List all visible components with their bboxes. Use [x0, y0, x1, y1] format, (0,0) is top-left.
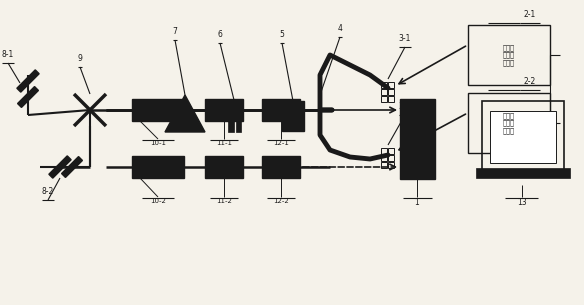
- Bar: [388, 89, 394, 95]
- Bar: [381, 82, 387, 88]
- Bar: [388, 96, 394, 102]
- Bar: [381, 162, 387, 168]
- Polygon shape: [49, 156, 71, 178]
- Bar: [468, 93, 550, 153]
- Text: 10-1: 10-1: [150, 140, 166, 146]
- Text: 7: 7: [172, 27, 178, 36]
- Bar: [381, 155, 387, 161]
- Bar: [132, 99, 184, 121]
- Polygon shape: [165, 95, 205, 132]
- Polygon shape: [61, 156, 82, 178]
- Bar: [282, 101, 304, 131]
- Bar: [482, 101, 564, 171]
- Text: 5: 5: [280, 30, 284, 39]
- Text: 11-2: 11-2: [216, 198, 232, 204]
- Bar: [381, 148, 387, 154]
- Text: 8-1: 8-1: [2, 50, 14, 59]
- Bar: [388, 148, 394, 154]
- Bar: [262, 156, 300, 178]
- Text: 红色激
光二极
管驱动: 红色激 光二极 管驱动: [503, 112, 515, 134]
- Bar: [468, 25, 550, 85]
- Polygon shape: [17, 70, 39, 92]
- Text: 10-2: 10-2: [150, 198, 166, 204]
- Text: 2-2: 2-2: [524, 77, 536, 86]
- Polygon shape: [18, 87, 39, 107]
- Text: 12-1: 12-1: [273, 140, 289, 146]
- Text: 3-1: 3-1: [399, 34, 411, 43]
- Text: 13: 13: [517, 198, 527, 207]
- Text: 3-2: 3-2: [399, 102, 411, 111]
- Bar: [381, 89, 387, 95]
- Bar: [388, 162, 394, 168]
- Text: 12-2: 12-2: [273, 198, 289, 204]
- Bar: [228, 102, 234, 132]
- Bar: [205, 156, 243, 178]
- Text: 2-1: 2-1: [524, 10, 536, 19]
- Text: 6: 6: [218, 30, 223, 39]
- Bar: [205, 99, 243, 121]
- Text: 8-2: 8-2: [42, 187, 54, 196]
- Text: 11-1: 11-1: [216, 140, 232, 146]
- Text: 1: 1: [415, 198, 419, 207]
- Bar: [476, 168, 570, 178]
- Bar: [381, 96, 387, 102]
- Text: 4: 4: [338, 24, 342, 33]
- Bar: [132, 156, 184, 178]
- Bar: [490, 111, 556, 163]
- Bar: [388, 155, 394, 161]
- Text: 蓝色激
光二极
管驱动: 蓝色激 光二极 管驱动: [503, 44, 515, 66]
- Bar: [388, 82, 394, 88]
- Bar: [400, 99, 435, 179]
- Bar: [235, 102, 241, 132]
- Bar: [262, 99, 300, 121]
- Text: 9: 9: [78, 54, 82, 63]
